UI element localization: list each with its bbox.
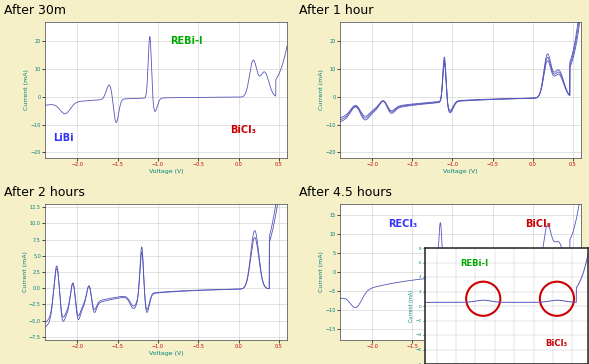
X-axis label: Voltage (V): Voltage (V) <box>148 169 183 174</box>
X-axis label: Voltage (V): Voltage (V) <box>148 351 183 356</box>
Text: REBi-I: REBi-I <box>170 36 203 46</box>
Y-axis label: Current (mA): Current (mA) <box>319 70 324 110</box>
Text: RECl₃: RECl₃ <box>388 219 418 229</box>
Text: BiCl₃: BiCl₃ <box>545 339 567 348</box>
Text: After 4.5 hours: After 4.5 hours <box>299 186 392 199</box>
X-axis label: Voltage (V): Voltage (V) <box>443 351 478 356</box>
Y-axis label: Current (mA): Current (mA) <box>319 252 324 292</box>
Text: BiCl₃: BiCl₃ <box>230 125 256 135</box>
X-axis label: Voltage (V): Voltage (V) <box>443 169 478 174</box>
Text: After 1 hour: After 1 hour <box>299 4 373 17</box>
Text: BiCl₃: BiCl₃ <box>525 219 551 229</box>
Text: LiBi: LiBi <box>53 133 74 143</box>
Y-axis label: Current (mA): Current (mA) <box>409 290 414 322</box>
Y-axis label: Current (mA): Current (mA) <box>24 70 29 110</box>
Text: REBi-I: REBi-I <box>460 259 488 268</box>
Text: After 2 hours: After 2 hours <box>4 186 85 199</box>
Y-axis label: Current (mA): Current (mA) <box>22 252 28 292</box>
Text: After 30m: After 30m <box>4 4 66 17</box>
